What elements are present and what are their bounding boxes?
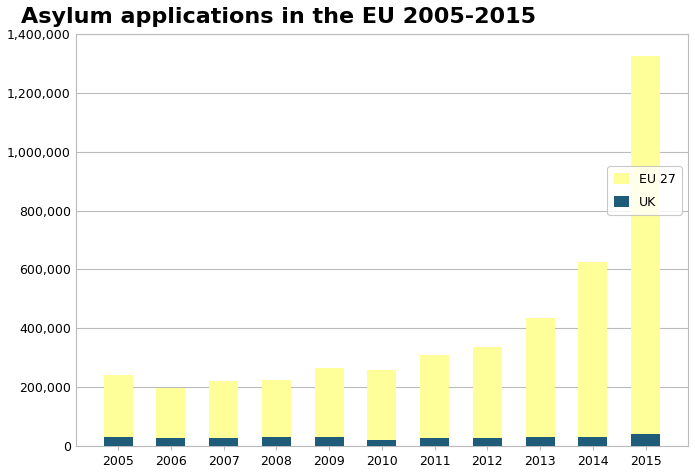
Bar [578,437,607,446]
Bar [209,380,238,438]
Bar [420,438,449,446]
Bar [262,437,291,446]
Bar [104,375,133,437]
Bar [156,388,186,438]
Bar [262,380,291,437]
Bar [156,438,186,446]
Legend: EU 27, UK: EU 27, UK [607,166,682,215]
Bar [631,56,660,434]
Bar [368,370,396,439]
Bar [420,354,449,438]
Bar [525,437,555,446]
Bar [525,318,555,437]
Bar [209,438,238,446]
Bar [578,262,607,437]
Bar [368,439,396,446]
Bar [315,368,343,437]
Bar [473,347,502,438]
Bar [473,438,502,446]
Bar [315,437,343,446]
Bar [104,437,133,446]
Bar [631,434,660,446]
Text: Asylum applications in the EU 2005-2015: Asylum applications in the EU 2005-2015 [21,7,536,27]
